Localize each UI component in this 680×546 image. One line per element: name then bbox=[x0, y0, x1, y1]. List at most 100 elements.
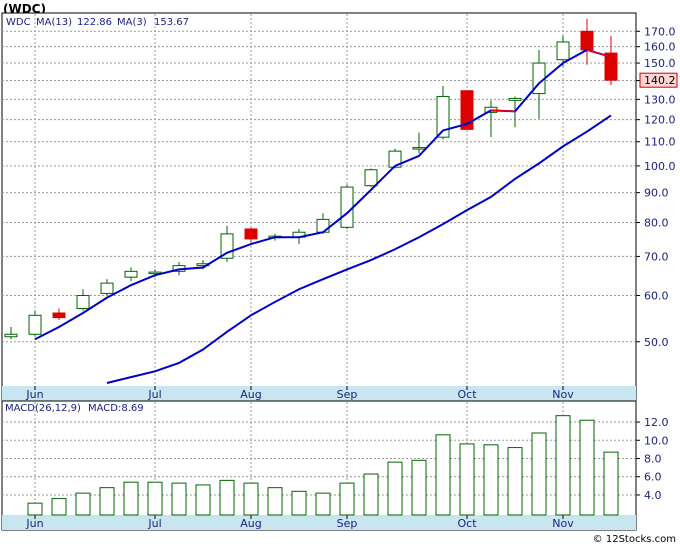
legend-ma13-label: MA(13) bbox=[36, 17, 72, 28]
macd-y-tick-label: 4.0 bbox=[644, 489, 662, 502]
macd-bar bbox=[363, 473, 379, 516]
legend-ma13-value: 122.86 bbox=[77, 17, 112, 28]
macd-panel: 4.0 6.0 8.0 10.0 12.0 Jun Jul Aug Sep Oct Nov bbox=[1, 400, 669, 531]
macd-bar bbox=[507, 447, 523, 516]
macd-y-tick-label: 12.0 bbox=[644, 416, 669, 429]
macd-x-tick-label: Jul bbox=[147, 517, 161, 530]
candle-body bbox=[412, 147, 426, 150]
macd-bar bbox=[123, 481, 139, 516]
legend-ma3-value: 153.67 bbox=[154, 17, 189, 28]
candle-body bbox=[100, 282, 114, 294]
macd-x-axis: Jun Jul Aug Sep Oct Nov bbox=[25, 515, 574, 530]
macd-bar bbox=[147, 481, 163, 516]
price-panel-frame bbox=[1, 12, 637, 402]
macd-y-axis: 4.0 6.0 8.0 10.0 12.0 bbox=[636, 416, 669, 502]
watermark: © 12Stocks.com bbox=[593, 534, 676, 545]
price-x-tick-label: Jun bbox=[25, 388, 43, 401]
macd-bar bbox=[195, 484, 211, 516]
price-x-axis: Jun Jul Aug Sep Oct Nov bbox=[25, 386, 574, 401]
candle-body bbox=[604, 52, 618, 81]
macd-bar bbox=[411, 459, 427, 516]
price-y-tick-label: 110.0 bbox=[644, 136, 676, 149]
candle-body bbox=[52, 312, 66, 319]
macd-bar bbox=[171, 482, 187, 516]
price-x-tick-label: Aug bbox=[240, 388, 261, 401]
macd-bar bbox=[267, 487, 283, 516]
macd-bar bbox=[75, 492, 91, 516]
candle-body bbox=[364, 169, 378, 187]
price-y-tick-label: 90.0 bbox=[644, 187, 669, 200]
macd-bar bbox=[291, 490, 307, 516]
last-price-tag: 140.2 bbox=[639, 72, 678, 88]
macd-bar bbox=[459, 443, 475, 516]
price-panel: 50.0 60.0 70.0 80.0 90.0 100.0 110.0 120.0 130.0… bbox=[1, 12, 678, 402]
price-y-tick-label: 170.0 bbox=[644, 25, 676, 38]
price-x-tick-label: Jul bbox=[147, 388, 161, 401]
macd-bar bbox=[99, 487, 115, 516]
ma3-line-layer bbox=[34, 48, 612, 341]
macd-legend: MACD(26,12,9) MACD:8.69 bbox=[5, 403, 144, 414]
price-y-tick-label: 100.0 bbox=[644, 160, 676, 173]
price-y-tick-label: 160.0 bbox=[644, 41, 676, 54]
candle-body bbox=[436, 95, 450, 138]
macd-x-tick-label: Jun bbox=[25, 517, 43, 530]
macd-bar bbox=[531, 432, 547, 516]
candle-body bbox=[580, 30, 594, 51]
candle-body bbox=[340, 186, 354, 228]
price-x-tick-label: Nov bbox=[552, 388, 574, 401]
macd-value-label: MACD:8.69 bbox=[88, 403, 144, 414]
price-y-tick-label: 130.0 bbox=[644, 93, 676, 106]
macd-bar bbox=[51, 498, 67, 516]
macd-y-tick-label: 6.0 bbox=[644, 471, 662, 484]
candle-body bbox=[556, 41, 570, 61]
macd-label: MACD(26,12,9) bbox=[5, 403, 81, 414]
macd-y-tick-label: 10.0 bbox=[644, 434, 669, 447]
price-y-tick-label: 60.0 bbox=[644, 290, 669, 303]
legend: WDC MA(13) 122.86 MA(3) 153.67 bbox=[6, 17, 189, 28]
candle-body bbox=[28, 314, 42, 335]
macd-x-axis-band bbox=[2, 515, 636, 530]
macd-bar bbox=[339, 482, 355, 516]
legend-ticker: WDC bbox=[6, 17, 31, 28]
price-y-tick-label: 80.0 bbox=[644, 217, 669, 230]
candle-body bbox=[508, 97, 522, 101]
macd-x-tick-label: Sep bbox=[337, 517, 358, 530]
ma3-decline-segment bbox=[490, 109, 516, 113]
macd-bar bbox=[579, 419, 595, 516]
candle-body bbox=[316, 218, 330, 233]
candle-body bbox=[460, 90, 474, 130]
price-y-tick-label: 50.0 bbox=[644, 336, 669, 349]
candle-body bbox=[4, 333, 18, 338]
price-y-tick-label: 150.0 bbox=[644, 57, 676, 70]
macd-y-tick-label: 8.0 bbox=[644, 453, 662, 466]
ma13-line bbox=[106, 114, 612, 384]
last-price-tag-label: 140.2 bbox=[644, 74, 676, 87]
macd-x-tick-label: Aug bbox=[240, 517, 261, 530]
price-x-tick-label: Sep bbox=[337, 388, 358, 401]
last-price-tag-box bbox=[639, 72, 678, 88]
macd-bar bbox=[315, 492, 331, 516]
macd-bar bbox=[243, 482, 259, 516]
macd-bars-layer bbox=[27, 415, 619, 516]
macd-bar bbox=[435, 434, 451, 516]
macd-bar bbox=[27, 502, 43, 516]
candle-body bbox=[244, 228, 258, 240]
macd-bar bbox=[219, 479, 235, 516]
macd-bar bbox=[603, 451, 619, 516]
macd-x-tick-label: Nov bbox=[552, 517, 574, 530]
candle-body bbox=[76, 295, 90, 310]
price-x-axis-band bbox=[2, 386, 636, 401]
price-y-axis: 50.0 60.0 70.0 80.0 90.0 100.0 110.0 120.0 130.0… bbox=[636, 25, 676, 349]
macd-bar bbox=[555, 415, 571, 516]
macd-bar bbox=[483, 444, 499, 516]
price-x-tick-label: Oct bbox=[457, 388, 477, 401]
candle-body bbox=[124, 270, 138, 278]
ma13-line-layer bbox=[106, 114, 612, 384]
macd-bar bbox=[387, 461, 403, 516]
macd-x-tick-label: Oct bbox=[457, 517, 477, 530]
price-y-tick-label: 120.0 bbox=[644, 114, 676, 127]
legend-ma3-label: MA(3) bbox=[117, 17, 147, 28]
ma3-decline-segment bbox=[586, 49, 612, 58]
price-y-tick-label: 70.0 bbox=[644, 250, 669, 263]
